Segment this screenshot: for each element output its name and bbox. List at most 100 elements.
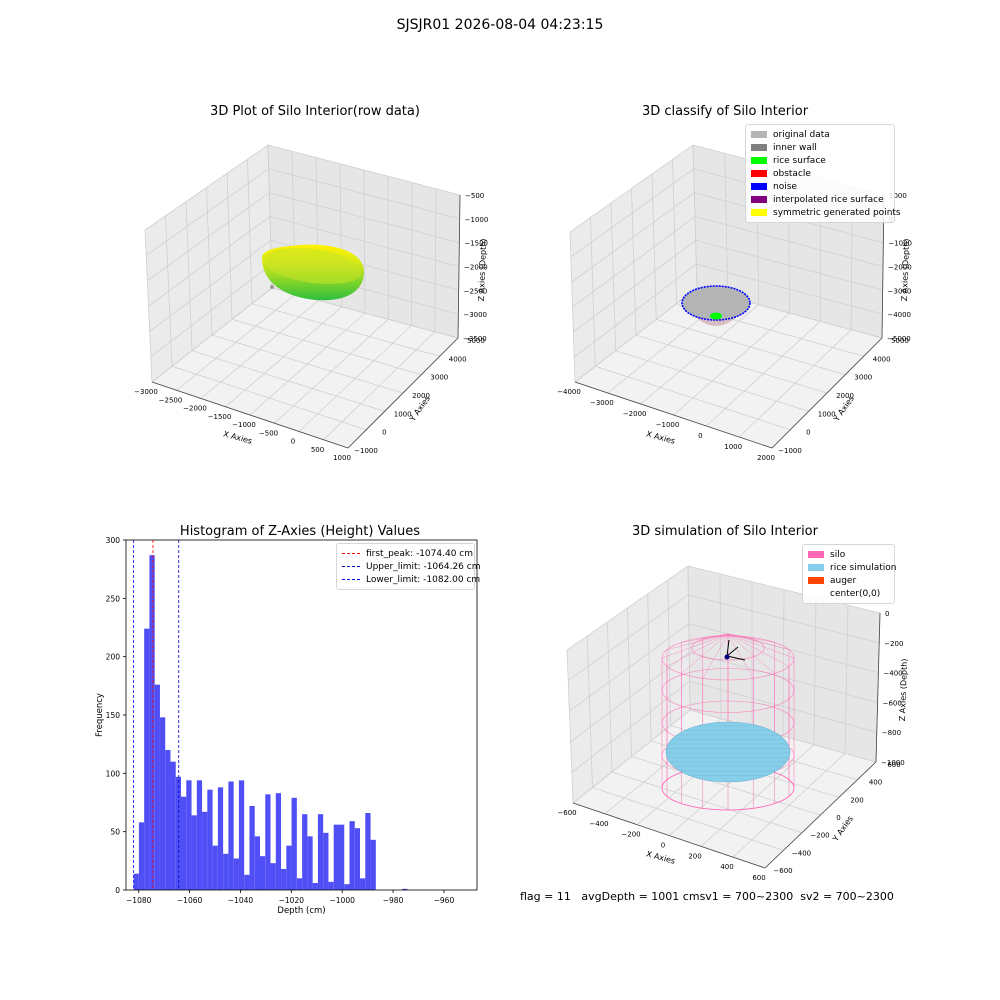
sv2-text: sv2 = 700~2300 (800, 890, 894, 903)
legend-swatch (808, 577, 824, 584)
plot4-ytick: 400 (869, 779, 882, 787)
histogram-ytick: 100 (106, 769, 121, 778)
legend-line (342, 553, 360, 554)
legend-swatch (751, 209, 767, 216)
histogram-xtick: −1000 (330, 896, 356, 905)
histogram-xtick: −1040 (228, 896, 254, 905)
plot1-xtick: 500 (311, 446, 324, 454)
histogram-bar (175, 776, 182, 890)
legend-swatch (808, 551, 824, 558)
legend-label: rice simulation (830, 562, 897, 573)
legend-swatch (808, 590, 824, 597)
plot4-silo-ring (661, 668, 795, 713)
histogram-bar (196, 780, 203, 890)
legend-swatch (808, 564, 824, 571)
plot2-rice-surface (710, 312, 722, 320)
avg-depth-text: avgDepth = 1001 cm (581, 890, 700, 903)
histogram-bar (159, 717, 166, 890)
histogram-bar (181, 796, 187, 890)
legend-entry: symmetric generated points (751, 206, 901, 219)
plot1-ytick: 1000 (394, 410, 412, 418)
legend-entry: auger (808, 574, 889, 587)
plot2-xtick: 1000 (724, 443, 742, 451)
histogram-bar (307, 836, 313, 890)
plot4-silo-roof-rib (681, 633, 729, 674)
histogram-bar (281, 869, 287, 890)
plot4-ztick: −200 (884, 640, 903, 648)
histogram-bar (186, 780, 192, 890)
plot4-zlabel: Z Axies (Depth) (898, 658, 909, 721)
plot1-floor-pane (152, 288, 458, 448)
plot1-ztick: −2500 (464, 287, 488, 295)
histogram-bar (370, 839, 376, 890)
plot2-ytick: 1000 (818, 410, 836, 418)
plot4-triad-y (726, 646, 739, 657)
plot1-xtick: −1500 (208, 413, 232, 421)
plot4-ytick: 200 (850, 796, 863, 804)
plot2-ytick: 2000 (836, 392, 854, 400)
plot4-left-pane (567, 566, 690, 803)
legend-line (342, 579, 360, 580)
legend-label: symmetric generated points (773, 207, 901, 218)
sv1-text: sv1 = 700~2300 (699, 890, 794, 903)
plot4-xtick: −200 (621, 831, 640, 839)
legend-swatch (751, 196, 767, 203)
plot1-zgrid (148, 216, 460, 307)
flag-text: flag = 11 (520, 890, 571, 903)
plot4-silo-roof-ring (691, 635, 765, 661)
plot1-canvas: −3000−2500−2000−1500−1000−50005001000−10… (134, 144, 488, 462)
plot2-ztick: −3000 (888, 287, 912, 295)
histogram-bar (291, 797, 297, 890)
plot1-ztick: −3000 (463, 311, 487, 319)
plot1-ytick: 2000 (412, 392, 430, 400)
figure-suptitle: SJSJR01 2026-08-04 04:23:15 (396, 17, 604, 33)
legend-entry: silo (808, 548, 889, 561)
histogram-xlabel: Depth (cm) (277, 906, 325, 916)
histogram-bar (259, 856, 266, 890)
plot4-xtick: 0 (661, 842, 665, 850)
plot2-zgrid (572, 216, 884, 308)
plot2-zgrid (574, 287, 883, 383)
histogram-bar (286, 845, 292, 890)
plot4-ytick: 0 (836, 814, 840, 822)
legend-label: Lower_limit: -1082.00 cm (366, 574, 481, 585)
plot1-ztick: −3500 (463, 335, 487, 343)
plot2-ytick: 4000 (873, 355, 891, 363)
legend-entry: rice simulation (808, 561, 896, 574)
histogram-bar (349, 821, 355, 890)
histogram-bar (338, 824, 345, 890)
plot4-legend: silo rice simulation auger center(0,0) (802, 544, 896, 604)
plot4-xtick: 200 (688, 852, 701, 860)
plot4-xtick: 600 (752, 874, 765, 882)
plot1-xtick: −1000 (232, 421, 256, 429)
status-footer: flag = 11 avgDepth = 1001 cmsv1 = 700~23… (520, 890, 894, 903)
plot4-triad-z (726, 639, 730, 657)
histogram-xtick: −1080 (126, 896, 152, 905)
legend-label: silo (830, 549, 846, 560)
legend-swatch (751, 183, 767, 190)
plot1-xlabel: X Axies (222, 429, 253, 445)
plot2-ytick: 3000 (854, 374, 872, 382)
plot1-ztick: −1500 (464, 240, 488, 248)
histogram-xtick: −980 (383, 896, 404, 905)
plot2-xlabel: X Axies (645, 429, 676, 445)
plot2-xtick: −2000 (623, 410, 647, 418)
histogram-bar (317, 814, 324, 890)
histogram-ylabel: Frequency (95, 693, 105, 737)
legend-swatch (751, 157, 767, 164)
plot4-triad-x (726, 655, 746, 661)
histogram-bar (207, 789, 213, 890)
plot4-silo-roof-rib (702, 633, 729, 679)
plot4-zgrid (572, 709, 877, 804)
plot2-ytick: −1000 (778, 447, 802, 455)
histogram-bar (296, 878, 303, 890)
plot1-left-pane (145, 145, 272, 382)
plot2-zlabel: Z Axies (Depth) (900, 238, 911, 301)
plot4-title: 3D simulation of Silo Interior (632, 524, 818, 539)
plot4-ztick: −600 (883, 699, 902, 707)
plot4-ytick: −600 (773, 867, 792, 875)
legend-label: original data (773, 129, 830, 140)
plot4-ytick: −400 (792, 849, 811, 857)
legend-swatch (751, 170, 767, 177)
